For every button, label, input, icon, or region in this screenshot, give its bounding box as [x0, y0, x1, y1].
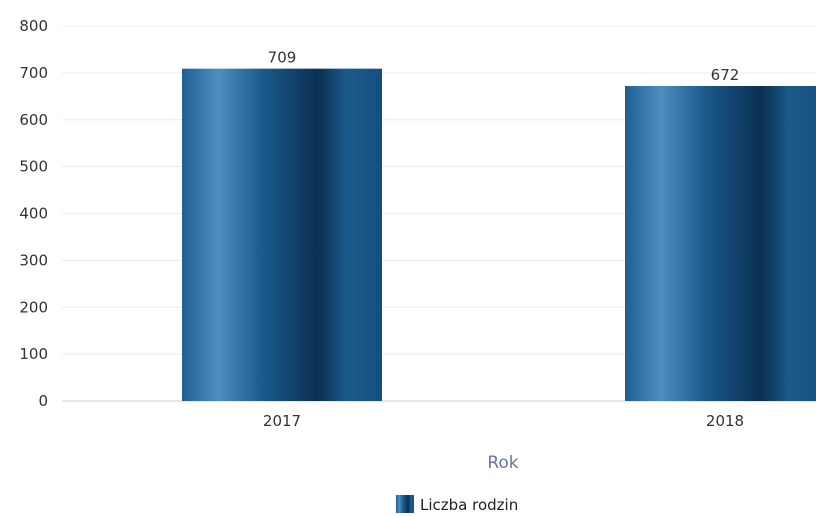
y-tick-label: 400 — [19, 205, 48, 223]
y-tick-label: 600 — [19, 111, 48, 129]
y-tick-label: 200 — [19, 298, 48, 316]
bars: 709 672 — [182, 49, 816, 401]
x-axis-ticks: 2017 2018 — [263, 412, 744, 430]
bar-2017[interactable] — [182, 68, 382, 401]
y-tick-label: 300 — [19, 251, 48, 269]
data-label-2018: 672 — [711, 66, 740, 84]
y-tick-label: 800 — [19, 17, 48, 35]
x-tick-label: 2018 — [706, 412, 744, 430]
y-tick-label: 100 — [19, 345, 48, 363]
data-label-2017: 709 — [268, 49, 297, 67]
x-axis-label: Rok — [487, 453, 518, 473]
legend-swatch[interactable] — [396, 495, 414, 513]
bar-2018[interactable] — [625, 86, 816, 401]
legend: Liczba rodzin — [396, 495, 518, 514]
legend-label[interactable]: Liczba rodzin — [420, 496, 518, 514]
x-tick-label: 2017 — [263, 412, 301, 430]
y-tick-label: 0 — [38, 392, 48, 410]
y-tick-label: 500 — [19, 158, 48, 176]
y-axis-ticks: 0 100 200 300 400 500 600 700 800 — [19, 17, 48, 410]
y-tick-label: 700 — [19, 64, 48, 82]
